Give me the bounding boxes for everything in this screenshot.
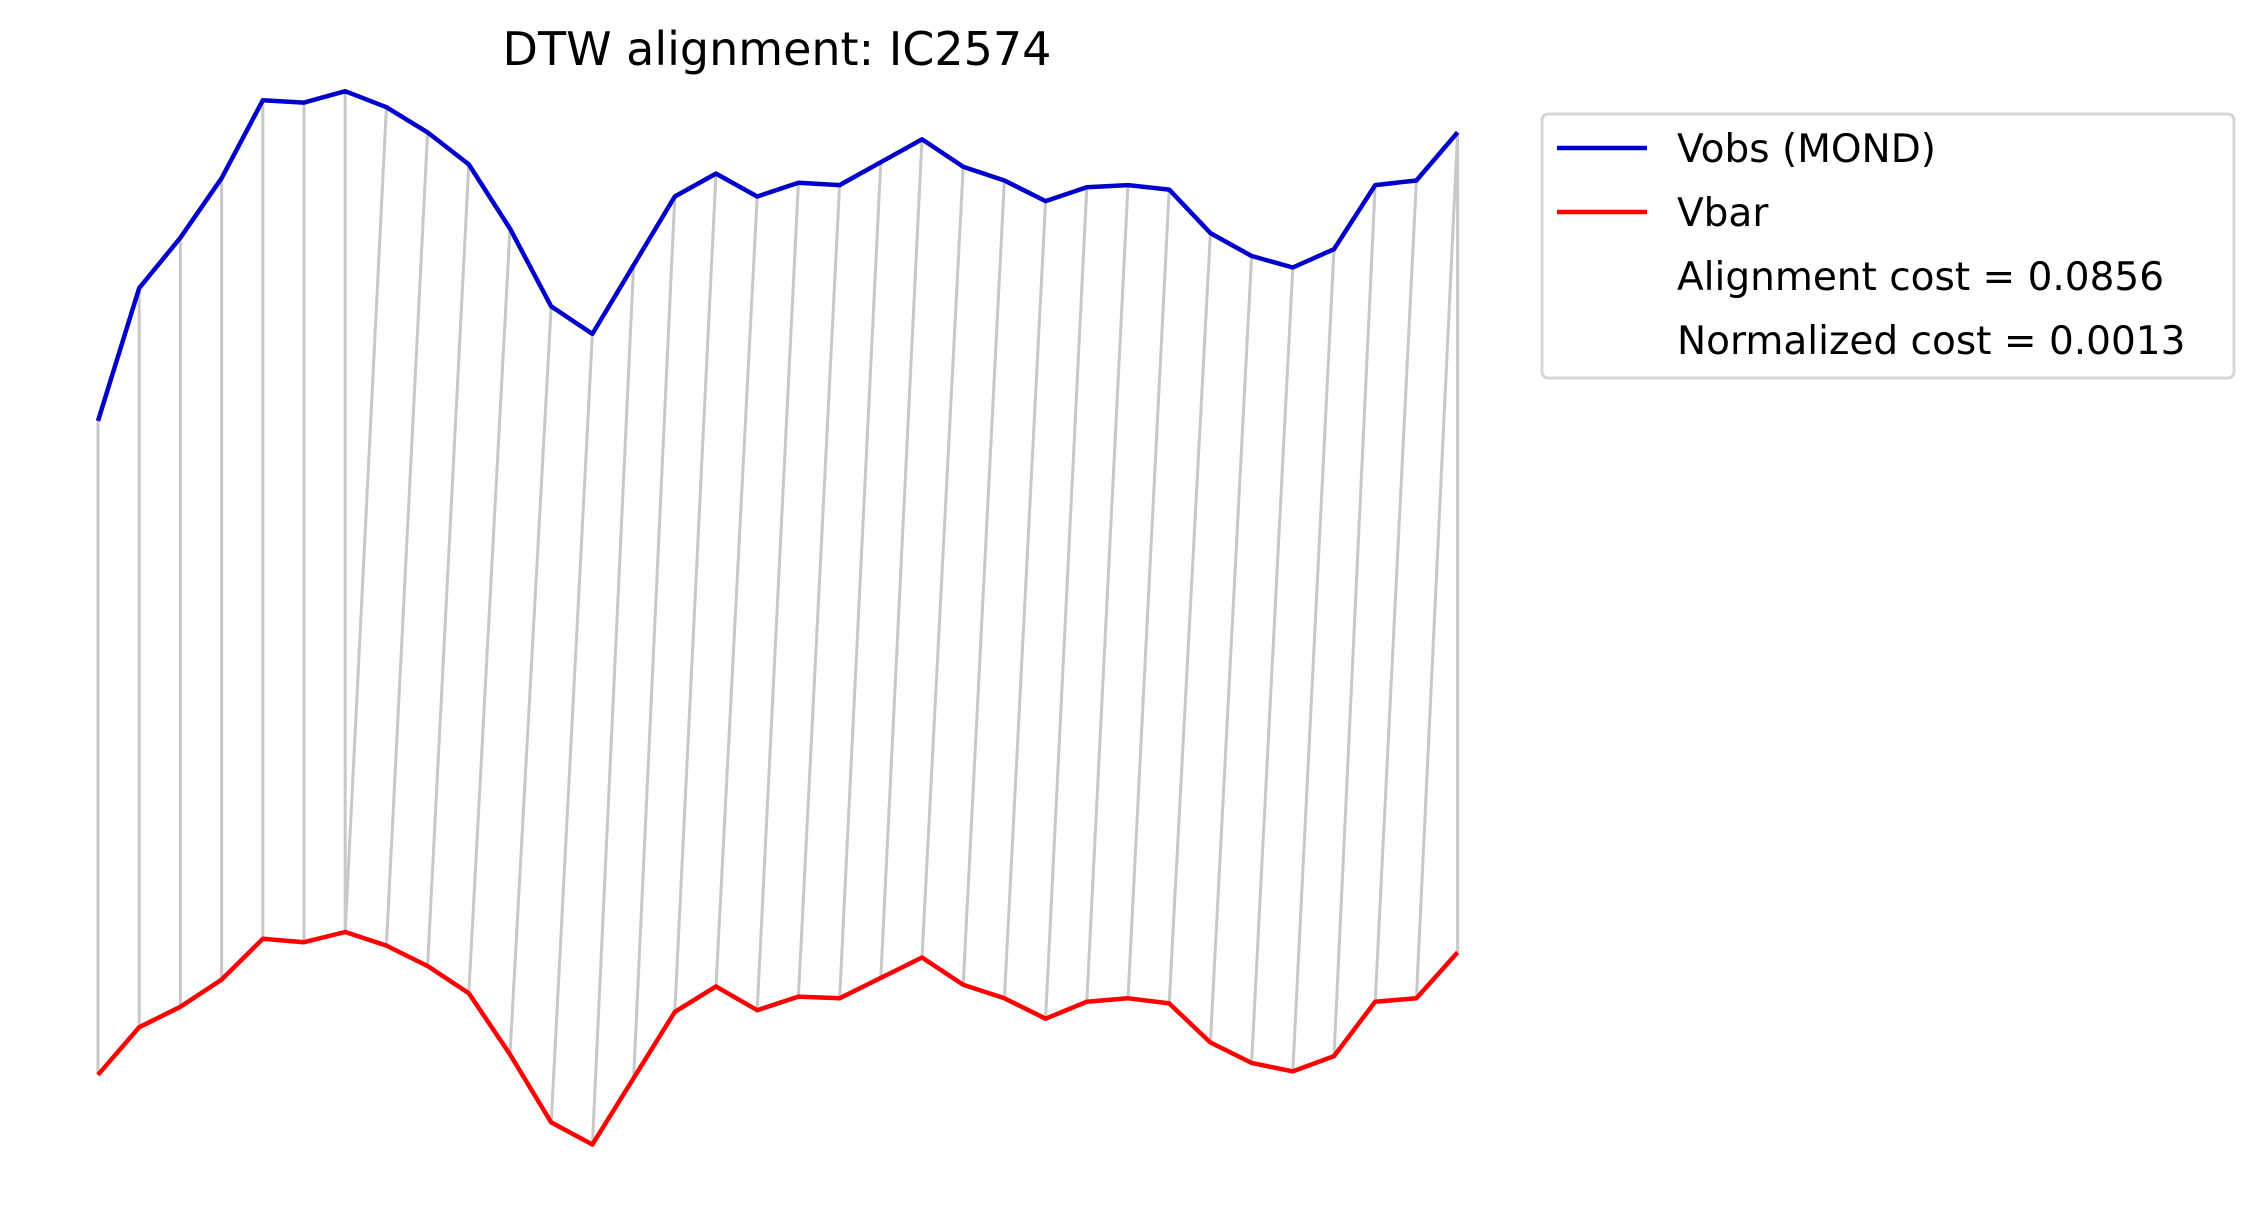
alignment-line: [961, 180, 1006, 985]
alignment-line: [1250, 267, 1295, 1063]
alignment-line: [508, 306, 553, 1055]
alignment-line: [796, 184, 842, 997]
alignment-line: [673, 173, 718, 1012]
alignment-line: [714, 196, 759, 987]
alignment-line: [1373, 180, 1418, 1002]
alignment-line: [1044, 187, 1089, 1019]
legend-frame: [1540, 112, 2236, 380]
alignment-line: [838, 162, 883, 999]
series-line-vobs: [95, 88, 1460, 422]
legend: Vobs (MOND) Vbar Alignment cost = 0.0856 No…: [1540, 112, 2236, 380]
alignment-line: [467, 228, 512, 994]
legend-label-1: Vbar: [1677, 191, 1769, 236]
alignment-line: [549, 333, 594, 1123]
legend-label-3: Normalized cost = 0.0013: [1677, 319, 2185, 364]
alignment-line: [632, 196, 677, 1079]
alignment-line: [1208, 255, 1254, 1043]
alignment-line: [426, 164, 471, 967]
alignment-line: [1002, 201, 1048, 999]
series-lines: [95, 88, 1460, 1147]
legend-label-0: Vobs (MOND): [1677, 127, 1936, 172]
alignment-line: [920, 166, 965, 958]
alignment-lines: [96, 91, 1460, 1145]
alignment-line: [1332, 184, 1377, 1057]
alignment-line: [1167, 233, 1212, 1004]
alignment-line: [1291, 249, 1336, 1072]
alignment-line: [755, 182, 800, 1011]
legend-label-2: Alignment cost = 0.0856: [1677, 255, 2164, 300]
chart-title: DTW alignment: IC2574: [503, 22, 1052, 76]
alignment-line: [590, 265, 636, 1145]
alignment-line: [1126, 189, 1171, 999]
legend-items: Vobs (MOND) Vbar Alignment cost = 0.0856 No…: [1557, 127, 2185, 364]
alignment-line: [879, 139, 924, 978]
alignment-line: [1085, 184, 1130, 1002]
alignment-line: [384, 132, 430, 946]
alignment-line: [1414, 132, 1460, 999]
series-line-vbar: [96, 929, 1460, 1147]
alignment-line: [343, 107, 388, 933]
